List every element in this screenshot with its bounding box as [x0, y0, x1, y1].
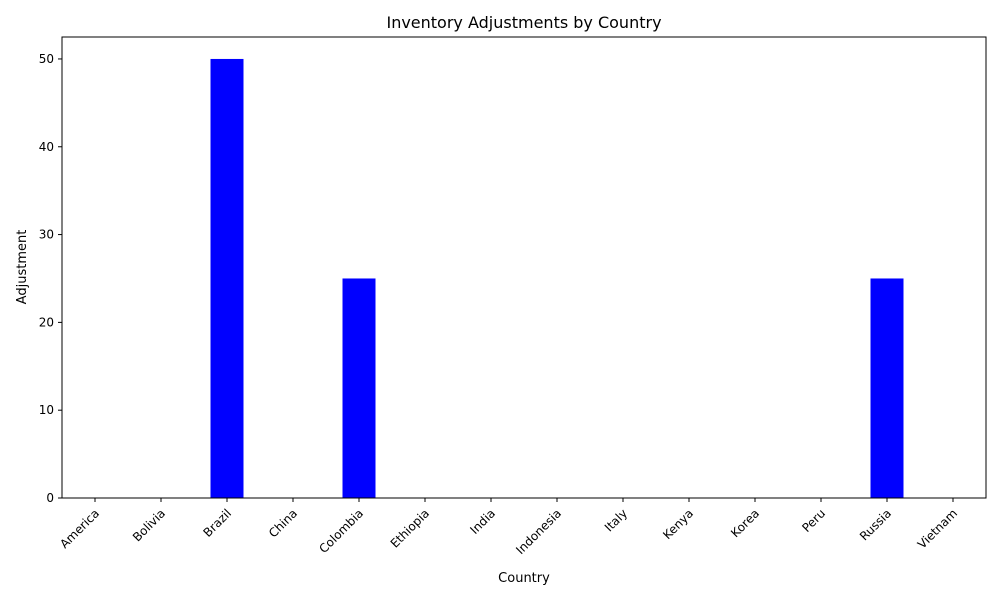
bar-russia: [870, 278, 904, 498]
y-tick-label: 50: [39, 52, 54, 66]
y-tick-label: 0: [46, 491, 54, 505]
y-tick-label: 20: [39, 315, 54, 329]
chart-title: Inventory Adjustments by Country: [386, 13, 661, 32]
plot-frame: [61, 36, 987, 499]
bar-brazil: [210, 58, 244, 498]
y-tick-label: 40: [39, 140, 54, 154]
x-axis-label: Country: [498, 571, 550, 586]
bars-group: [210, 58, 904, 498]
bar-colombia: [342, 278, 376, 498]
y-axis-label: Adjustment: [15, 230, 30, 305]
y-tick-label: 10: [39, 403, 54, 417]
y-tick-label: 30: [39, 228, 54, 242]
y-axis-ticks: 0 10 20 30 40 50: [39, 52, 62, 505]
